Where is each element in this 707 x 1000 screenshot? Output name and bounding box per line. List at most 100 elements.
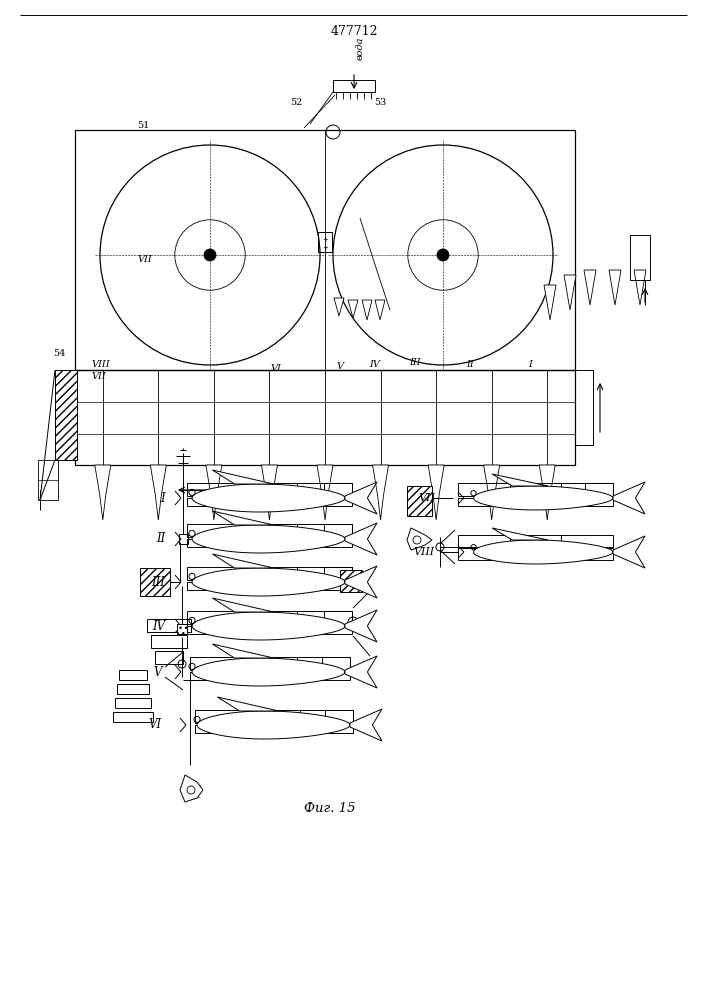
Text: IV: IV bbox=[370, 360, 380, 369]
Text: IV: IV bbox=[152, 619, 165, 633]
Text: III: III bbox=[151, 576, 165, 588]
Polygon shape bbox=[564, 275, 576, 310]
Bar bbox=[324, 524, 352, 537]
Polygon shape bbox=[348, 300, 358, 318]
Bar bbox=[187, 539, 352, 547]
Polygon shape bbox=[212, 470, 274, 484]
Text: +: + bbox=[322, 237, 328, 243]
Polygon shape bbox=[373, 465, 389, 520]
Bar bbox=[318, 232, 332, 252]
Polygon shape bbox=[317, 465, 333, 520]
Bar bbox=[119, 670, 147, 680]
Polygon shape bbox=[584, 270, 596, 305]
Bar bbox=[324, 611, 352, 624]
Polygon shape bbox=[180, 775, 203, 802]
Polygon shape bbox=[492, 474, 548, 486]
Text: 54: 54 bbox=[54, 349, 66, 358]
Text: VI: VI bbox=[149, 718, 162, 732]
Text: 477712: 477712 bbox=[330, 25, 378, 38]
Polygon shape bbox=[362, 300, 372, 320]
Text: V: V bbox=[153, 666, 162, 678]
Bar bbox=[407, 486, 432, 516]
Bar bbox=[333, 80, 375, 92]
Bar bbox=[75, 130, 575, 370]
Text: I: I bbox=[528, 360, 532, 369]
Bar bbox=[322, 657, 350, 670]
Bar bbox=[187, 483, 352, 496]
Bar bbox=[585, 483, 613, 496]
Polygon shape bbox=[345, 656, 377, 688]
Polygon shape bbox=[544, 285, 556, 320]
Polygon shape bbox=[428, 465, 444, 520]
Bar bbox=[187, 626, 352, 634]
Bar bbox=[458, 535, 613, 547]
Bar bbox=[75, 370, 575, 465]
Polygon shape bbox=[474, 540, 613, 564]
Text: VI: VI bbox=[271, 364, 281, 373]
Bar bbox=[147, 619, 191, 632]
Bar bbox=[340, 570, 362, 592]
Polygon shape bbox=[407, 528, 432, 550]
Bar bbox=[575, 370, 593, 445]
Polygon shape bbox=[212, 511, 274, 525]
Polygon shape bbox=[212, 554, 274, 568]
Bar bbox=[155, 651, 183, 664]
Bar bbox=[187, 498, 352, 506]
Polygon shape bbox=[192, 658, 345, 686]
Polygon shape bbox=[634, 270, 646, 305]
Bar bbox=[179, 534, 188, 544]
Polygon shape bbox=[217, 697, 279, 711]
Bar bbox=[187, 567, 352, 580]
Polygon shape bbox=[212, 644, 274, 658]
Polygon shape bbox=[95, 465, 111, 520]
Bar bbox=[38, 460, 58, 500]
Polygon shape bbox=[484, 465, 500, 520]
Text: I: I bbox=[160, 491, 165, 504]
Polygon shape bbox=[375, 300, 385, 320]
Bar bbox=[325, 710, 353, 723]
Bar bbox=[324, 483, 352, 496]
Text: 53: 53 bbox=[374, 98, 386, 107]
Text: VII: VII bbox=[137, 255, 152, 264]
Text: Фиг. 15: Фиг. 15 bbox=[304, 802, 356, 814]
Polygon shape bbox=[192, 525, 345, 553]
Polygon shape bbox=[192, 484, 345, 512]
Circle shape bbox=[204, 249, 216, 261]
Polygon shape bbox=[197, 711, 350, 739]
Bar bbox=[195, 725, 353, 733]
Bar bbox=[187, 582, 352, 590]
Bar bbox=[115, 698, 151, 708]
Bar bbox=[55, 370, 77, 460]
Bar bbox=[190, 672, 350, 680]
Text: +: + bbox=[322, 245, 328, 251]
Bar bbox=[177, 624, 187, 634]
Polygon shape bbox=[539, 465, 555, 520]
Polygon shape bbox=[609, 270, 621, 305]
Polygon shape bbox=[192, 568, 345, 596]
Polygon shape bbox=[212, 598, 274, 612]
Polygon shape bbox=[345, 482, 377, 514]
Polygon shape bbox=[345, 610, 377, 642]
Polygon shape bbox=[206, 465, 222, 520]
Bar bbox=[187, 611, 352, 624]
Bar bbox=[117, 684, 149, 694]
Text: VII: VII bbox=[92, 372, 107, 381]
Polygon shape bbox=[492, 528, 548, 540]
Polygon shape bbox=[345, 566, 377, 598]
Text: II: II bbox=[466, 360, 474, 369]
Text: вода: вода bbox=[356, 36, 365, 60]
Bar bbox=[458, 498, 613, 506]
Text: V: V bbox=[337, 362, 344, 371]
Bar bbox=[458, 548, 613, 560]
Bar bbox=[324, 567, 352, 580]
Polygon shape bbox=[345, 523, 377, 555]
Bar bbox=[187, 524, 352, 537]
Polygon shape bbox=[350, 709, 382, 741]
Polygon shape bbox=[334, 298, 344, 316]
Polygon shape bbox=[151, 465, 166, 520]
Bar bbox=[458, 483, 613, 496]
Polygon shape bbox=[192, 612, 345, 640]
Polygon shape bbox=[262, 465, 277, 520]
Bar bbox=[195, 710, 353, 723]
Text: II: II bbox=[156, 532, 165, 546]
